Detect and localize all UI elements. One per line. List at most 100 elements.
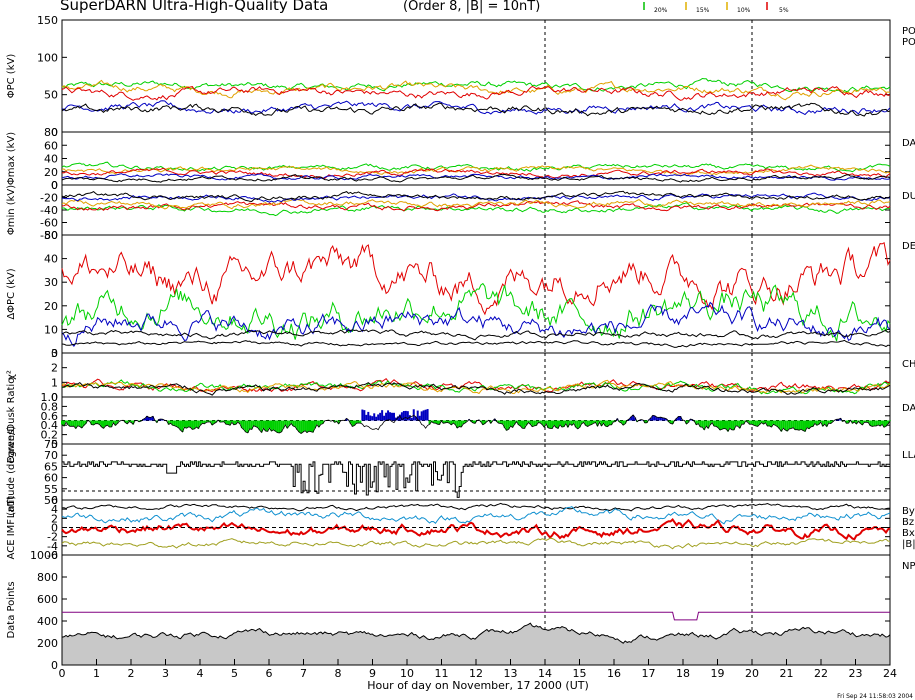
y-tick-label: 1.0 bbox=[41, 391, 59, 404]
x-tick-label: 23 bbox=[849, 667, 863, 680]
y-axis-label: Φmax (kV) bbox=[6, 132, 17, 185]
right-label: Bz bbox=[902, 517, 914, 528]
y-tick-label: -2 bbox=[47, 531, 58, 544]
x-tick-label: 5 bbox=[231, 667, 238, 680]
y-axis-label: χ² bbox=[6, 370, 17, 380]
x-tick-label: 7 bbox=[300, 667, 307, 680]
y-tick-label: 0 bbox=[51, 126, 58, 139]
y-tick-label: 0 bbox=[51, 347, 58, 360]
y-tick-label: 2 bbox=[51, 362, 58, 375]
y-tick-label: 0 bbox=[51, 522, 58, 535]
y-axis-label: Latitude (degrees) bbox=[6, 426, 17, 518]
right-label: Bx bbox=[902, 528, 915, 539]
x-tick-label: 21 bbox=[780, 667, 794, 680]
y-tick-label: 600 bbox=[37, 593, 58, 606]
panel-chi2: 0 12 3 χ² CH bbox=[6, 347, 915, 404]
x-axis-label: Hour of day on November, 17 2000 (UT) bbox=[367, 679, 589, 692]
x-tick-label: 24 bbox=[883, 667, 897, 680]
data-points-area bbox=[61, 622, 891, 666]
y-tick-label: 50 bbox=[44, 229, 58, 242]
x-tick-label: 15 bbox=[573, 667, 587, 680]
x-tick-label: 20 bbox=[745, 667, 759, 680]
series-line-black bbox=[61, 173, 891, 183]
right-label: PO bbox=[902, 26, 915, 37]
y-axis-label: ACE IMF (nT) bbox=[6, 495, 17, 559]
x-tick-label: 9 bbox=[369, 667, 376, 680]
x-tick-label: 14 bbox=[538, 667, 552, 680]
y-axis-label: ΦPC (kV) bbox=[6, 54, 17, 99]
series-line-red bbox=[61, 167, 891, 179]
x-tick-label: 6 bbox=[266, 667, 273, 680]
y-axis-label: ΔΦPC (kV) bbox=[6, 268, 17, 319]
right-label: |B| bbox=[902, 539, 915, 550]
right-label: LLA bbox=[902, 450, 915, 461]
series-line-orange bbox=[61, 164, 891, 176]
x-tick-label: 8 bbox=[335, 667, 342, 680]
series-line-red bbox=[61, 517, 891, 541]
y-tick-label: 80 bbox=[44, 126, 58, 139]
x-tick-label: 13 bbox=[504, 667, 518, 680]
y-tick-label: 0 bbox=[51, 391, 58, 404]
y-tick-label: 0 bbox=[51, 179, 58, 192]
y-tick-label: 60 bbox=[44, 472, 58, 485]
y-tick-label: 30 bbox=[44, 276, 58, 289]
y-tick-label: 60 bbox=[44, 139, 58, 152]
right-label: PO bbox=[902, 37, 915, 48]
series-line-olive bbox=[61, 537, 891, 550]
panel-phi_min: -80-60-40-200 Φmin (kV) DU bbox=[6, 179, 915, 242]
right-label: NP bbox=[902, 561, 915, 572]
plot-title: SuperDARN Ultra-High-Quality Data bbox=[60, 0, 328, 14]
panel-frame bbox=[61, 19, 891, 133]
y-axis-label: Φmin (kV) bbox=[6, 185, 17, 235]
series-line-black bbox=[61, 381, 891, 396]
series-line-green bbox=[61, 202, 891, 217]
series-line-black bbox=[61, 102, 891, 117]
panel-data_points: 0 200 400 600 800 1000 Data Points NP bbox=[6, 549, 915, 672]
y-tick-label: 150 bbox=[37, 14, 58, 27]
y-tick-label: 50 bbox=[44, 494, 58, 507]
x-tick-label: 4 bbox=[197, 667, 204, 680]
x-tick-label: 11 bbox=[435, 667, 449, 680]
legend-15-label: 15% bbox=[696, 7, 710, 14]
x-tick-label: 3 bbox=[162, 667, 169, 680]
y-tick-label: -60 bbox=[40, 217, 58, 230]
x-axis: 0 1 2 3 4 5 6 7 8 9 10 11 12 13 14 15 16 17 18 19 20 21 22 23 24 bbox=[59, 659, 897, 680]
y-tick-label: 0.2 bbox=[41, 429, 59, 442]
series-line-red bbox=[61, 85, 891, 101]
x-tick-label: 17 bbox=[642, 667, 656, 680]
y-tick-label: 800 bbox=[37, 571, 58, 584]
y-tick-label: 20 bbox=[44, 166, 58, 179]
right-label: By bbox=[902, 506, 915, 517]
series-line-green bbox=[61, 282, 891, 342]
plot-subtitle: (Order 8, |B| = 10nT) bbox=[403, 0, 540, 14]
x-tick-label: 22 bbox=[814, 667, 828, 680]
series-line-green bbox=[61, 77, 891, 94]
series-line-cyan bbox=[61, 506, 891, 525]
y-tick-label: 200 bbox=[37, 637, 58, 650]
timestamp: Fri Sep 24 11:58:03 2004 bbox=[837, 693, 913, 700]
latitude-step bbox=[62, 461, 891, 498]
y-tick-label: 6 bbox=[51, 494, 58, 507]
x-tick-label: 0 bbox=[59, 667, 66, 680]
header-legend: 20% 15% 10% 5% bbox=[643, 2, 789, 14]
y-tick-label: 20 bbox=[44, 300, 58, 313]
y-tick-label: -80 bbox=[40, 229, 58, 242]
x-tick-label: 18 bbox=[676, 667, 690, 680]
y-tick-label: 100 bbox=[37, 51, 58, 64]
y-tick-label: 0.8 bbox=[41, 400, 59, 413]
ratio-line bbox=[61, 414, 891, 434]
y-tick-label: 50 bbox=[44, 89, 58, 102]
right-label: CH bbox=[902, 359, 915, 370]
y-tick-label: 55 bbox=[44, 483, 58, 496]
y-tick-label: -20 bbox=[40, 192, 58, 205]
legend-5-label: 5% bbox=[779, 7, 789, 14]
legend-10-label: 10% bbox=[737, 7, 751, 14]
y-tick-label: 0 bbox=[51, 179, 58, 192]
y-tick-label: 40 bbox=[44, 153, 58, 166]
y-tick-label: 40 bbox=[44, 253, 58, 266]
y-tick-label: -4 bbox=[47, 540, 58, 553]
series-line-orange bbox=[61, 79, 891, 101]
